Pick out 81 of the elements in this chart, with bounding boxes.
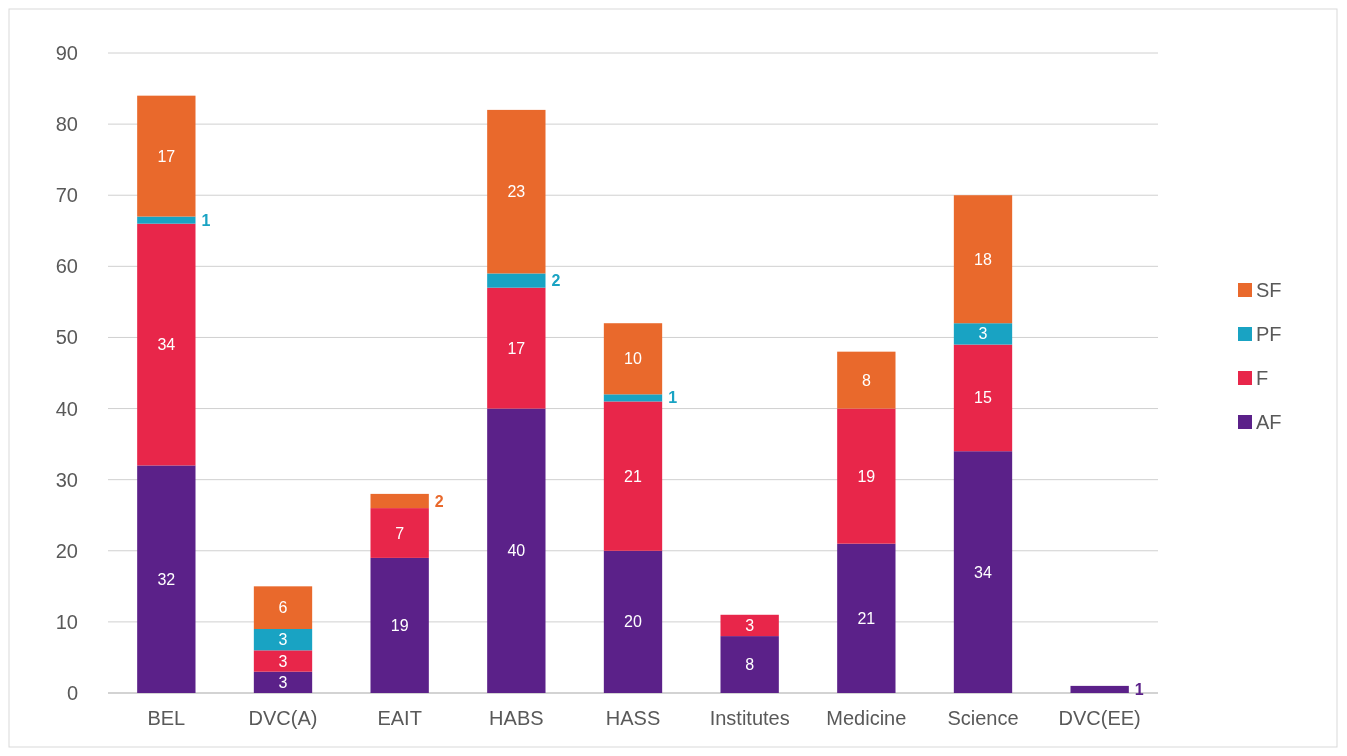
bar [370, 557, 429, 693]
data-label: 6 [278, 599, 288, 617]
bar [487, 287, 546, 409]
bar [370, 508, 429, 558]
y-tick-label: 10 [55, 610, 78, 633]
x-tick-label: DVC(EE) [1058, 707, 1141, 729]
data-label: 3 [278, 673, 288, 691]
data-label: 17 [157, 147, 176, 165]
y-tick-label: 30 [55, 468, 78, 491]
data-label: 2 [434, 492, 444, 510]
x-tick-label: BEL [147, 707, 186, 729]
bar [487, 273, 546, 288]
data-label: 3 [745, 617, 755, 635]
y-tick-label: 80 [55, 113, 78, 136]
bar [253, 650, 313, 672]
x-tick-label: HABS [489, 707, 544, 729]
bar [603, 323, 663, 395]
data-label: 34 [157, 336, 176, 354]
bar [253, 586, 313, 629]
y-tick-label: 70 [55, 184, 78, 207]
data-label: 3 [278, 652, 288, 670]
data-label: 32 [157, 570, 176, 588]
bar [953, 195, 1013, 324]
data-label: 2 [551, 272, 561, 290]
bar [370, 493, 429, 509]
bar [837, 351, 896, 409]
bar [603, 401, 663, 551]
bar [1070, 685, 1129, 693]
bar [137, 465, 196, 693]
data-label: 8 [745, 656, 755, 674]
data-label: 10 [624, 350, 642, 368]
x-tick-label: EAIT [377, 707, 422, 729]
data-label: 1 [668, 389, 678, 407]
bar [837, 408, 896, 544]
x-tick-label: Science [947, 707, 1019, 729]
data-label: 21 [624, 467, 642, 485]
data-label: 19 [390, 617, 409, 635]
legend-label: F [1256, 367, 1269, 389]
x-tick-label: Institutes [709, 707, 790, 729]
bar [953, 344, 1013, 452]
y-tick-label: 60 [55, 255, 78, 278]
y-tick-label: 20 [55, 539, 78, 562]
bar [137, 223, 196, 466]
legend-label: AF [1256, 411, 1282, 433]
y-tick-label: 50 [55, 326, 78, 349]
bar [720, 636, 779, 693]
data-label: 1 [1134, 681, 1144, 699]
bar [953, 323, 1013, 345]
bar [253, 671, 313, 693]
x-tick-label: DVC(A) [248, 707, 318, 729]
bar [137, 216, 196, 224]
data-label: 15 [974, 389, 992, 407]
bar [487, 408, 546, 693]
bar [253, 629, 313, 651]
bar [137, 95, 196, 217]
legend-label: PF [1256, 323, 1282, 345]
data-label: 23 [507, 183, 526, 201]
data-label: 1 [201, 211, 211, 229]
y-tick-label: 90 [55, 42, 78, 64]
data-label: 19 [857, 467, 876, 485]
data-label: 40 [507, 542, 526, 560]
bar [720, 614, 779, 637]
data-label: 17 [507, 339, 526, 357]
data-label: 18 [974, 250, 992, 268]
data-label: 34 [974, 563, 992, 581]
data-label: 21 [857, 609, 876, 627]
x-tick-label: HASS [605, 707, 661, 729]
bar [603, 550, 663, 693]
data-label: 3 [978, 325, 988, 343]
y-tick-label: 40 [55, 397, 78, 420]
bar [953, 451, 1013, 693]
y-tick-label: 0 [66, 682, 78, 704]
data-label: 7 [395, 524, 405, 542]
data-label: 8 [861, 371, 871, 389]
x-tick-label: Medicine [826, 707, 907, 729]
data-label: 3 [278, 631, 288, 649]
bar [603, 394, 663, 402]
legend-label: SF [1256, 279, 1282, 301]
data-label: 20 [624, 613, 642, 631]
bar [487, 109, 546, 274]
bar [837, 543, 896, 693]
